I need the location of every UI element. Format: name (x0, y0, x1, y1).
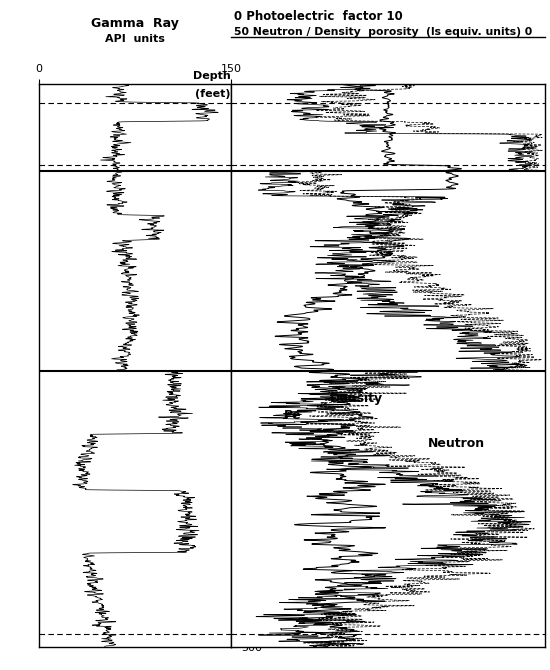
Text: Neutron: Neutron (428, 438, 485, 450)
Text: API  units: API units (105, 34, 164, 44)
Text: Pe: Pe (284, 409, 302, 422)
Text: 0 Photoelectric  factor 10: 0 Photoelectric factor 10 (234, 11, 403, 23)
Text: Gamma  Ray: Gamma Ray (91, 17, 179, 30)
Text: Density: Density (330, 393, 383, 405)
Text: (feet): (feet) (195, 89, 231, 99)
Text: Depth: Depth (193, 71, 231, 81)
Text: 50 Neutron / Density  porosity  (ls equiv. units) 0: 50 Neutron / Density porosity (ls equiv.… (234, 27, 532, 37)
